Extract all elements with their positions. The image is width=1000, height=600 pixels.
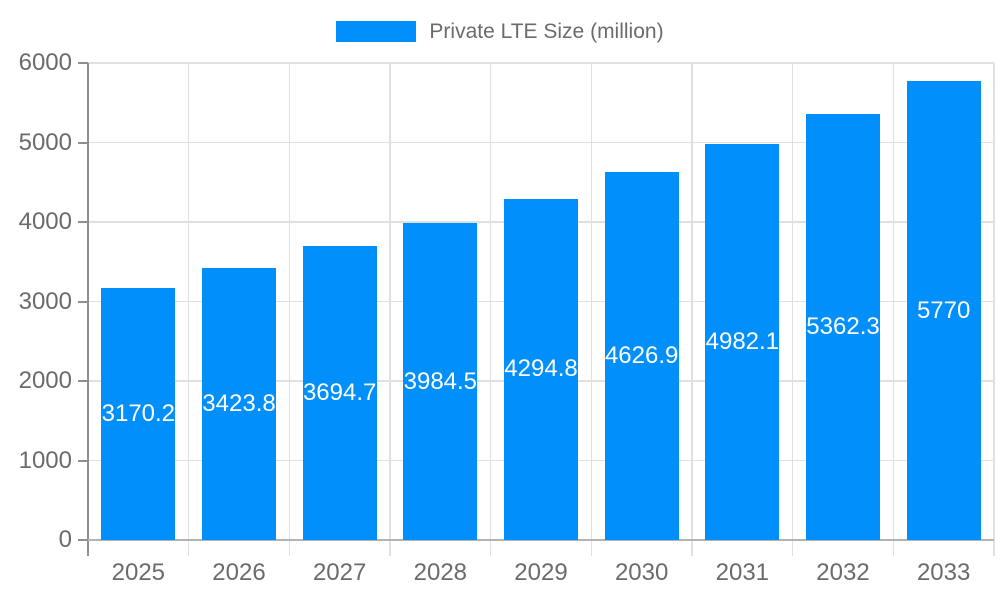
y-tick-label: 6000 — [18, 49, 72, 76]
y-axis-line — [87, 63, 89, 556]
bar-2026[interactable]: 3423.8 — [202, 267, 276, 540]
y-axis-tick — [78, 141, 88, 144]
y-tick-label: 2000 — [18, 367, 72, 394]
y-axis-tick — [78, 221, 88, 223]
y-tick-label: 0 — [58, 526, 72, 553]
bar-2029[interactable]: 4294.8 — [504, 198, 578, 540]
category-boundary-line — [892, 63, 895, 556]
bar-value-label: 4982.1 — [705, 327, 780, 355]
category-boundary-line — [288, 63, 291, 556]
bar-value-label: 3423.8 — [202, 389, 276, 417]
y-tick-label: 3000 — [18, 287, 72, 315]
x-tick-label: 2027 — [312, 559, 367, 586]
bar-2032[interactable]: 5362.3 — [806, 113, 880, 540]
x-axis-line — [88, 539, 994, 541]
category-boundary-line — [993, 63, 995, 556]
y-axis-tick — [78, 62, 88, 64]
bar-2028[interactable]: 3984.5 — [403, 223, 478, 540]
bar-value-label: 4294.8 — [504, 355, 578, 383]
y-gridline — [88, 141, 994, 144]
x-tick-label: 2032 — [816, 559, 870, 586]
x-tick-label: 2029 — [514, 559, 568, 586]
legend-swatch — [336, 21, 417, 42]
bar-value-label: 4626.9 — [604, 342, 679, 370]
legend-label: Private LTE Size (million) — [429, 20, 664, 43]
bar-2025[interactable]: 3170.2 — [101, 287, 176, 540]
x-tick-label: 2031 — [715, 559, 770, 586]
category-boundary-line — [489, 63, 492, 556]
category-boundary-line — [590, 63, 593, 556]
y-tick-label: 1000 — [18, 446, 72, 474]
bar-2027[interactable]: 3694.7 — [302, 246, 377, 540]
bar-value-label: 3170.2 — [101, 399, 176, 427]
bar-value-label: 3694.7 — [302, 379, 377, 407]
bar-2031[interactable]: 4982.1 — [705, 143, 780, 540]
y-tick-label: 4000 — [18, 208, 72, 235]
y-gridline — [88, 62, 994, 64]
x-tick-label: 2026 — [212, 559, 266, 586]
y-axis-tick — [78, 380, 88, 382]
x-tick-label: 2033 — [916, 559, 971, 586]
x-tick-label: 2030 — [614, 559, 669, 586]
x-tick-label: 2025 — [111, 559, 166, 586]
category-boundary-line — [691, 63, 693, 556]
y-tick-label: 5000 — [18, 128, 72, 156]
bar-value-label: 5770 — [916, 296, 971, 324]
y-axis-tick — [78, 300, 88, 303]
y-axis-tick — [78, 459, 88, 462]
bar-2033[interactable]: 5770 — [906, 81, 981, 540]
category-boundary-line — [389, 63, 391, 556]
legend[interactable]: Private LTE Size (million) — [0, 21, 1000, 42]
bar-2030[interactable]: 4626.9 — [604, 172, 679, 540]
bar-value-label: 3984.5 — [403, 367, 478, 395]
x-tick-label: 2028 — [413, 559, 468, 586]
category-boundary-line — [187, 63, 190, 556]
category-boundary-line — [791, 63, 794, 556]
bar-value-label: 5362.3 — [806, 312, 880, 340]
y-axis-tick — [78, 539, 88, 541]
